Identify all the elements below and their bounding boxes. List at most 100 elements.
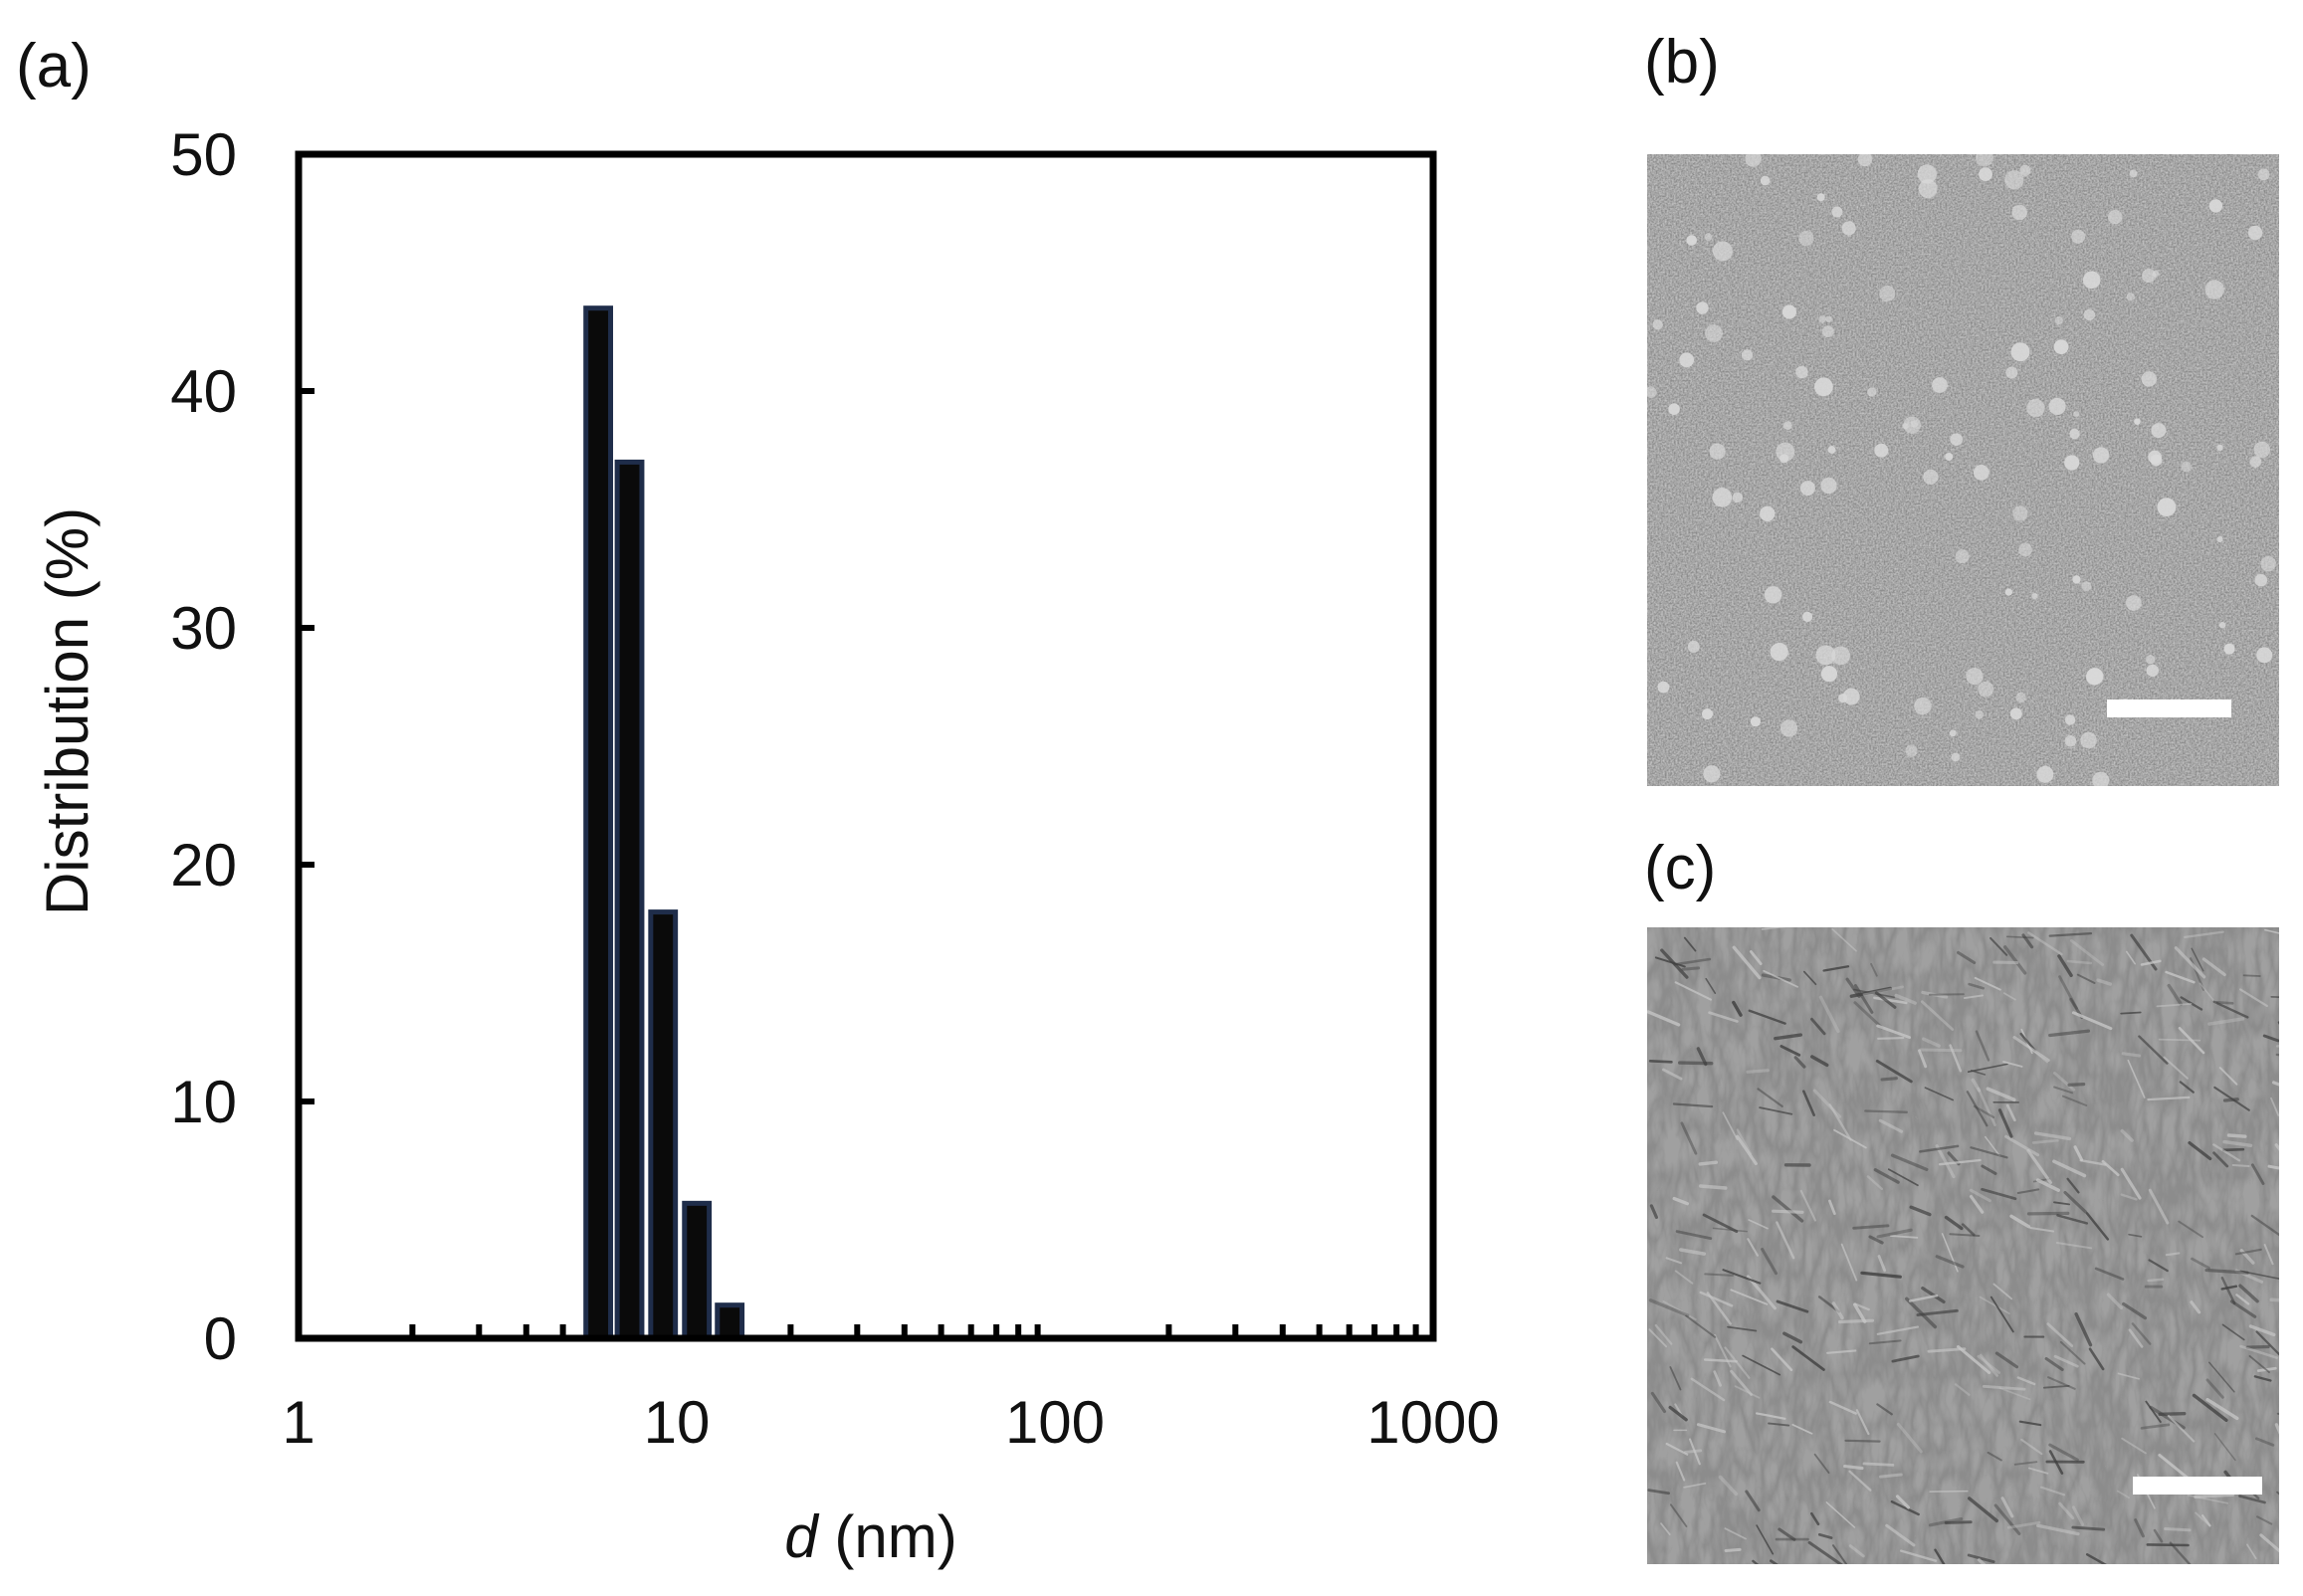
- nanoparticle: [1827, 446, 1836, 454]
- fibril: [2187, 1494, 2229, 1504]
- fibril: [1935, 1255, 1965, 1269]
- nanoparticle: [1799, 481, 1815, 497]
- fibril: [1986, 1087, 2016, 1102]
- fibril: [1688, 1438, 1701, 1466]
- nanoparticle: [1657, 681, 1670, 694]
- fibril: [2212, 1000, 2249, 1019]
- x-axis-title: d (nm): [784, 1503, 956, 1570]
- nanoparticle: [1687, 640, 1700, 653]
- fibril: [1759, 1106, 1793, 1115]
- fibril: [1909, 1205, 1932, 1217]
- fibril: [2253, 1375, 2272, 1382]
- nanoparticle: [2249, 456, 2262, 468]
- fibril: [1828, 1199, 1836, 1216]
- fibril: [2048, 931, 2093, 937]
- nanoparticle: [1705, 324, 1723, 342]
- nanoparticle: [2009, 707, 2022, 720]
- fibril: [1877, 1037, 1905, 1040]
- fibril: [2184, 930, 2224, 939]
- fibril: [1669, 1503, 1688, 1527]
- fibril: [2069, 938, 2105, 966]
- fibril: [2146, 1543, 2190, 1547]
- fibril: [1732, 945, 1762, 980]
- fibril: [1748, 1219, 1769, 1230]
- fibril: [2207, 1017, 2245, 1026]
- fibril: [2012, 1036, 2050, 1063]
- fibril: [2066, 1177, 2080, 1194]
- nanoparticle: [1712, 241, 1733, 262]
- fibril: [1768, 1422, 1790, 1427]
- fibril: [1802, 970, 1817, 986]
- fibril: [1825, 1501, 1856, 1528]
- fibril: [1918, 1049, 1928, 1069]
- fibrils: [1647, 927, 2279, 1564]
- fibril: [1791, 1345, 1825, 1371]
- fibril: [1807, 1540, 1843, 1564]
- fibril: [1968, 982, 1986, 990]
- x-tick-label: 100: [1005, 1389, 1105, 1456]
- fibril: [2259, 1533, 2279, 1553]
- fibril: [2167, 1415, 2196, 1443]
- fibril: [2125, 950, 2137, 965]
- nanoparticle: [1668, 403, 1680, 415]
- fibril: [2212, 1143, 2241, 1162]
- fibril: [2179, 1081, 2195, 1094]
- fibril: [1678, 1061, 1714, 1066]
- nanoparticle: [2015, 692, 2026, 703]
- fibril: [1977, 1354, 2001, 1374]
- fibril: [1831, 928, 1857, 952]
- fibril: [1928, 993, 1965, 996]
- nanoparticle: [1760, 505, 1776, 521]
- fibril: [2016, 1376, 2036, 1386]
- fibril: [1921, 1286, 1946, 1304]
- nanoparticle: [2151, 423, 2167, 439]
- fibril: [1989, 1296, 2014, 1333]
- fibril: [1713, 1370, 1722, 1387]
- fibril: [2063, 1190, 2088, 1214]
- fibril: [1782, 1331, 1803, 1344]
- fibril: [1934, 1548, 1946, 1564]
- fibril: [2242, 974, 2261, 977]
- fibril: [1848, 1544, 1865, 1558]
- nanoparticle: [2071, 229, 2086, 244]
- fibril: [2238, 988, 2268, 1008]
- fibril: [2120, 1011, 2142, 1015]
- fibril: [1712, 1227, 1748, 1233]
- x-tick-label: 10: [644, 1389, 711, 1456]
- fibril: [2071, 1525, 2106, 1531]
- fibril: [1919, 1144, 1960, 1153]
- fibril: [1970, 1070, 1987, 1076]
- fibril: [1877, 1255, 1887, 1273]
- fibril: [1665, 1257, 1682, 1265]
- nanoparticle: [1709, 443, 1726, 460]
- fibril: [2033, 1131, 2072, 1141]
- nanoparticle: [2253, 441, 2271, 459]
- fibril: [2234, 1248, 2262, 1256]
- fibril: [1650, 1391, 1667, 1414]
- nanoparticle: [1978, 681, 1994, 698]
- fibril: [2226, 1133, 2247, 1138]
- fibril: [1745, 1490, 1761, 1512]
- fibril: [2191, 947, 2204, 972]
- fibril: [1885, 1523, 1916, 1547]
- fibril: [1822, 965, 1850, 972]
- fibril: [1876, 1024, 1912, 1039]
- nanoparticle: [2019, 164, 2031, 176]
- fibril: [1852, 1224, 1890, 1230]
- fibril: [1853, 1302, 1870, 1311]
- fibril: [1941, 1233, 1959, 1273]
- micrograph-c-image: [1647, 927, 2279, 1564]
- fibril: [1771, 1347, 1793, 1372]
- nanoparticle: [1979, 167, 1992, 181]
- fibril: [1890, 1153, 1929, 1172]
- fibril: [2061, 1095, 2088, 1106]
- fibril: [1702, 1213, 1739, 1234]
- fibril: [1770, 1559, 1779, 1564]
- fibril: [2020, 1438, 2043, 1456]
- nanoparticle: [1815, 645, 1836, 666]
- fibril: [2267, 1164, 2279, 1170]
- fibril: [1895, 1495, 1911, 1509]
- fibril: [2269, 1297, 2279, 1302]
- fibril: [2003, 945, 2027, 975]
- nanoparticle: [2108, 209, 2123, 225]
